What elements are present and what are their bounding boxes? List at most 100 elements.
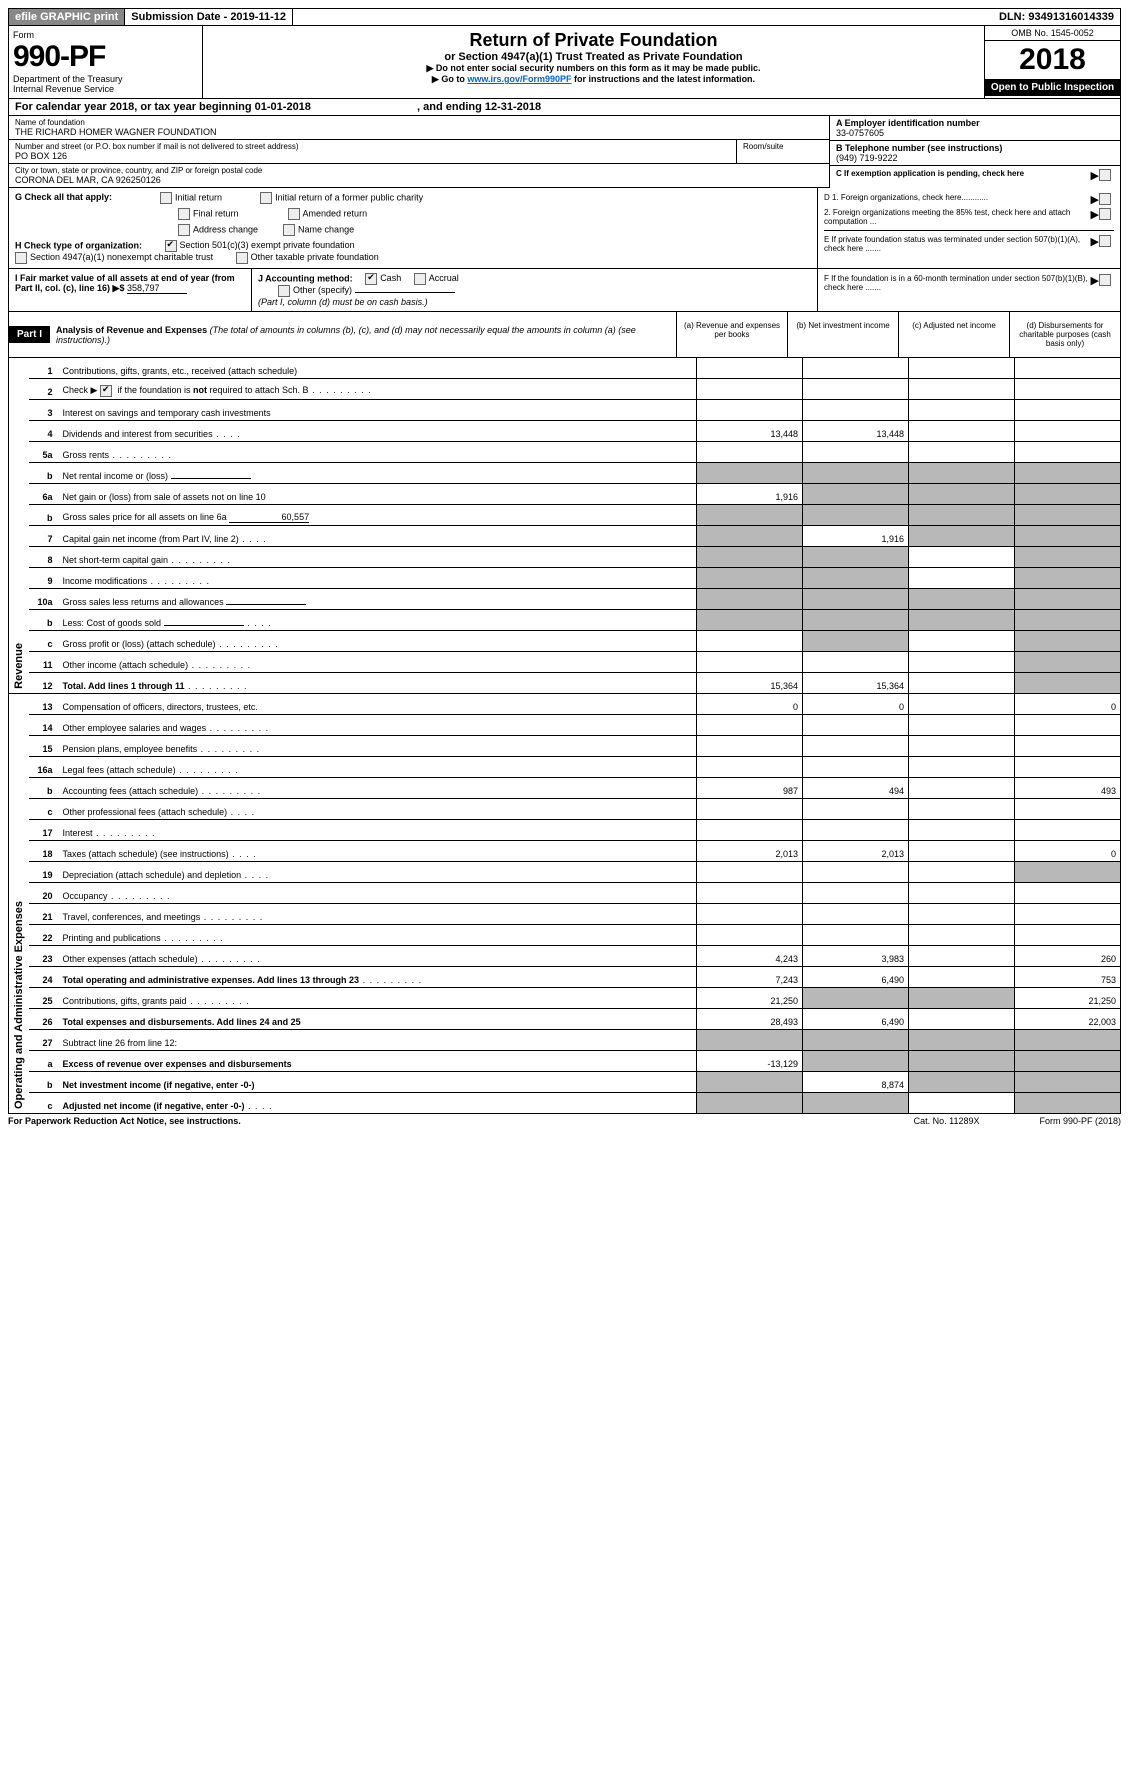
d2-checkbox[interactable]: [1099, 208, 1111, 220]
table-row: 6aNet gain or (loss) from sale of assets…: [9, 484, 1121, 505]
form-title: Return of Private Foundation: [207, 30, 980, 51]
cell-col-b: [803, 463, 909, 484]
g-address-checkbox[interactable]: [178, 224, 190, 236]
expenses-side-label: Operating and Administrative Expenses: [9, 694, 29, 1114]
address: PO BOX 126: [15, 151, 730, 161]
line-number: c: [29, 631, 59, 652]
cell-col-a: [697, 568, 803, 589]
cell-col-a: [697, 736, 803, 757]
g-name-checkbox[interactable]: [283, 224, 295, 236]
cell-col-c: [909, 589, 1015, 610]
cell-col-c: [909, 526, 1015, 547]
omb-number: OMB No. 1545-0052: [985, 26, 1120, 41]
e-checkbox[interactable]: [1099, 235, 1111, 247]
cell-col-a: [697, 715, 803, 736]
line-desc: Excess of revenue over expenses and disb…: [59, 1051, 697, 1072]
table-row: cOther professional fees (attach schedul…: [9, 799, 1121, 820]
line-number: b: [29, 778, 59, 799]
h-4947-checkbox[interactable]: [15, 252, 27, 264]
part-i-header: Part I Analysis of Revenue and Expenses …: [8, 312, 1121, 358]
cell-col-a: [697, 652, 803, 673]
j-label: J Accounting method:: [258, 273, 353, 283]
schb-checkbox[interactable]: [100, 385, 112, 397]
line-desc: Contributions, gifts, grants, etc., rece…: [59, 358, 697, 379]
line-number: 11: [29, 652, 59, 673]
foundation-name: THE RICHARD HOMER WAGNER FOUNDATION: [15, 127, 823, 137]
cell-col-d: 260: [1015, 946, 1121, 967]
f-text: F If the foundation is in a 60-month ter…: [824, 274, 1091, 292]
cell-col-b: [803, 925, 909, 946]
table-row: 27Subtract line 26 from line 12:: [9, 1030, 1121, 1051]
cell-col-b: [803, 568, 909, 589]
line-number: 21: [29, 904, 59, 925]
cell-col-a: [697, 1093, 803, 1114]
cell-col-c: [909, 358, 1015, 379]
line-number: 26: [29, 1009, 59, 1030]
cell-col-d: [1015, 1030, 1121, 1051]
table-row: 15Pension plans, employee benefits: [9, 736, 1121, 757]
table-row: 26Total expenses and disbursements. Add …: [9, 1009, 1121, 1030]
cell-col-b: [803, 379, 909, 400]
cell-col-a: [697, 925, 803, 946]
h-501c3-checkbox[interactable]: [165, 240, 177, 252]
j-cash-checkbox[interactable]: [365, 273, 377, 285]
cell-col-b: [803, 862, 909, 883]
cell-col-a: 21,250: [697, 988, 803, 1009]
cell-col-a: [697, 589, 803, 610]
g-final-checkbox[interactable]: [178, 208, 190, 220]
line-number: 6a: [29, 484, 59, 505]
cell-col-d: [1015, 673, 1121, 694]
h-other-checkbox[interactable]: [236, 252, 248, 264]
c-checkbox[interactable]: [1099, 169, 1111, 181]
cell-col-b: 0: [803, 694, 909, 715]
line-number: 27: [29, 1030, 59, 1051]
cell-col-d: [1015, 400, 1121, 421]
i-j-f-row: I Fair market value of all assets at end…: [8, 269, 1121, 312]
footer-form: Form 990-PF (2018): [1039, 1116, 1121, 1126]
cell-col-c: [909, 1093, 1015, 1114]
cell-col-c: [909, 736, 1015, 757]
line-number: 5a: [29, 442, 59, 463]
cell-col-d: 0: [1015, 694, 1121, 715]
g-initial-former-checkbox[interactable]: [260, 192, 272, 204]
submission-date: Submission Date - 2019-11-12: [125, 9, 293, 25]
cell-col-b: [803, 1051, 909, 1072]
cell-col-c: [909, 1030, 1015, 1051]
cell-col-b: 6,490: [803, 967, 909, 988]
cell-col-b: [803, 400, 909, 421]
line-desc: Interest on savings and temporary cash i…: [59, 400, 697, 421]
g-amended-checkbox[interactable]: [288, 208, 300, 220]
cell-col-b: [803, 799, 909, 820]
table-row: 11Other income (attach schedule): [9, 652, 1121, 673]
table-row: 3Interest on savings and temporary cash …: [9, 400, 1121, 421]
line-desc: Net investment income (if negative, ente…: [59, 1072, 697, 1093]
efile-btn[interactable]: efile GRAPHIC print: [9, 9, 125, 25]
cell-col-c: [909, 1051, 1015, 1072]
line-desc: Other employee salaries and wages: [59, 715, 697, 736]
cell-col-b: [803, 988, 909, 1009]
table-row: 2Check ▶ if the foundation is not requir…: [9, 379, 1121, 400]
cell-col-a: [697, 757, 803, 778]
f-checkbox[interactable]: [1099, 274, 1111, 286]
cell-col-d: [1015, 1051, 1121, 1072]
cell-col-d: 21,250: [1015, 988, 1121, 1009]
cell-col-d: [1015, 820, 1121, 841]
irs-link[interactable]: www.irs.gov/Form990PF: [467, 74, 571, 84]
line-number: c: [29, 799, 59, 820]
i-label: I Fair market value of all assets at end…: [15, 273, 235, 293]
form-subtitle: or Section 4947(a)(1) Trust Treated as P…: [207, 51, 980, 63]
cell-col-a: [697, 862, 803, 883]
g-initial-checkbox[interactable]: [160, 192, 172, 204]
d1-checkbox[interactable]: [1099, 193, 1111, 205]
cell-col-c: [909, 568, 1015, 589]
cell-col-c: [909, 1072, 1015, 1093]
cell-col-a: -13,129: [697, 1051, 803, 1072]
cell-col-b: [803, 1030, 909, 1051]
cell-col-d: [1015, 652, 1121, 673]
j-accrual-checkbox[interactable]: [414, 273, 426, 285]
line-desc: Gross rents: [59, 442, 697, 463]
tel-value: (949) 719-9222: [836, 153, 1114, 163]
g-label: G Check all that apply:: [15, 192, 112, 204]
line-number: 8: [29, 547, 59, 568]
j-other-checkbox[interactable]: [278, 285, 290, 297]
